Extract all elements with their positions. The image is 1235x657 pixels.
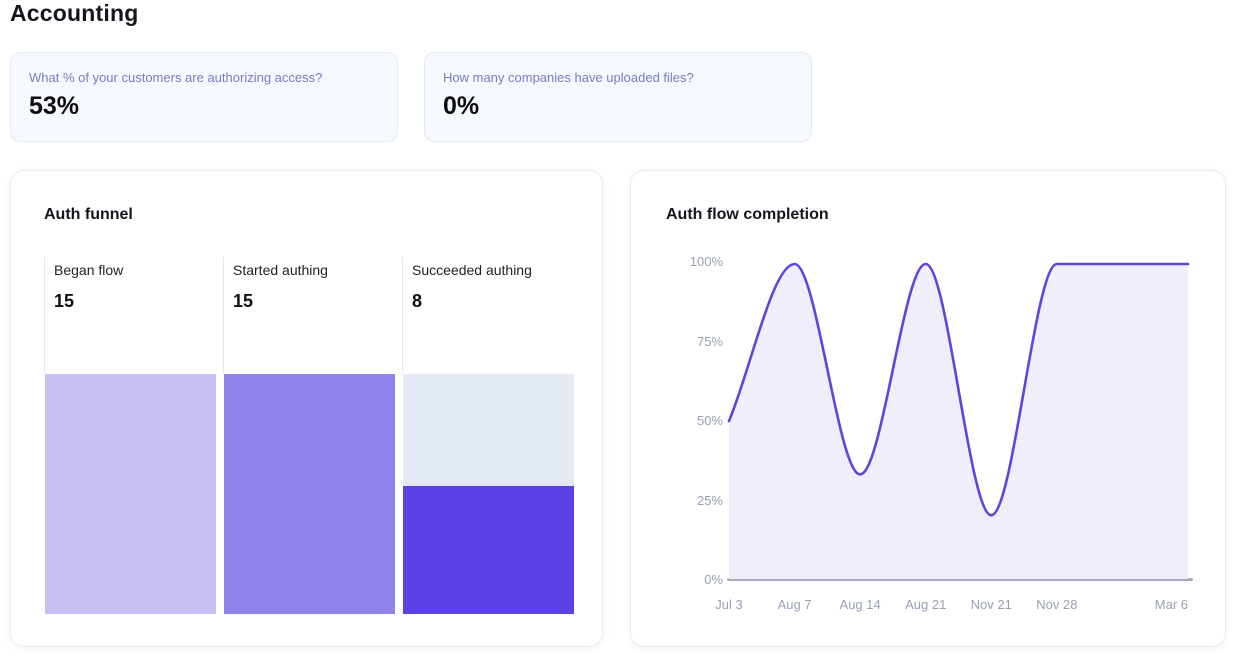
funnel-bar-track — [45, 374, 216, 614]
area-fill — [729, 264, 1188, 579]
funnel-bar-fill — [224, 374, 395, 614]
y-tick-label: 50% — [696, 413, 723, 428]
line-chart-title: Auth flow completion — [666, 206, 829, 223]
completion-line — [727, 262, 1190, 517]
funnel-stage-succeeded-authing: Succeeded authing 8 — [402, 257, 581, 614]
funnel-stage-value: 15 — [54, 291, 75, 311]
stat-question: What % of your customers are authorizing… — [29, 70, 323, 85]
funnel-bar-track — [403, 374, 574, 614]
x-tick-label: Aug 7 — [777, 597, 812, 612]
stat-value: 53% — [29, 92, 80, 120]
funnel-stage-value: 8 — [412, 291, 423, 311]
funnel-stage-header: Began flow 15 — [44, 257, 223, 374]
funnel-stage-label: Succeeded authing — [412, 262, 532, 278]
y-tick-label: 25% — [696, 492, 723, 508]
x-tick-label: Nov 28 — [1036, 597, 1078, 612]
funnel-stage-value: 15 — [233, 291, 254, 311]
funnel-stage-label: Started authing — [233, 262, 328, 278]
funnel-stage-started-authing: Started authing 15 — [223, 257, 402, 614]
funnel-bar-fill — [45, 374, 216, 614]
x-tick-label: Aug 14 — [839, 597, 881, 612]
funnel-stage-label: Began flow — [54, 262, 124, 278]
page-title: Accounting — [10, 0, 139, 26]
x-tick-label: Mar 6 — [1154, 597, 1188, 612]
auth-flow-completion-card: Auth flow completion 100% 75% 50% 25% 0% Jul… — [630, 170, 1226, 647]
x-tick-label: Nov 21 — [970, 597, 1012, 612]
x-axis-line — [727, 578, 1193, 581]
funnel-columns: Began flow 15 Started authing 15 Suc — [44, 257, 581, 614]
y-tick-label: 0% — [704, 572, 723, 587]
y-tick-label: 75% — [696, 333, 723, 349]
stat-value: 0% — [443, 92, 480, 120]
funnel-stage-began-flow: Began flow 15 — [44, 257, 223, 614]
stat-card-authorizing-access: What % of your customers are authorizing… — [10, 52, 398, 142]
funnel-title: Auth funnel — [44, 206, 133, 223]
area-chart-svg — [727, 262, 1190, 579]
funnel-stage-header: Succeeded authing 8 — [402, 257, 581, 374]
funnel-bar-fill — [403, 486, 574, 614]
auth-funnel-card: Auth funnel Began flow 15 Started authin… — [10, 170, 603, 647]
funnel-bar-track — [224, 374, 395, 614]
funnel-stage-header: Started authing 15 — [223, 257, 402, 374]
y-tick-label: 100% — [689, 254, 723, 269]
completion-area-chart — [727, 262, 1190, 580]
x-tick-label: Aug 21 — [905, 597, 947, 612]
stat-question: How many companies have uploaded files? — [443, 70, 694, 85]
stat-card-uploaded-files: How many companies have uploaded files? … — [424, 52, 812, 142]
x-tick-label: Jul 3 — [715, 597, 743, 612]
